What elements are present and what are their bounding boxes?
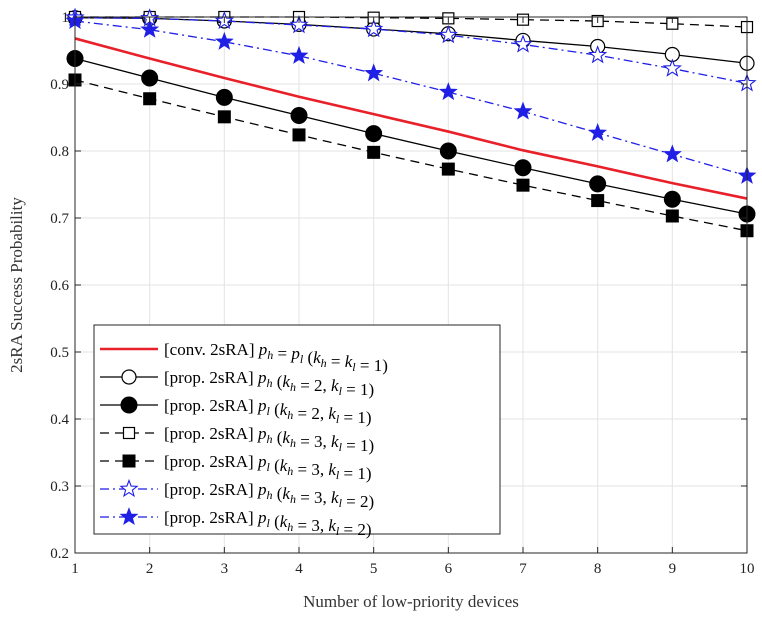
legend-label: [prop. 2sRA] pl (kh = 3, kl = 2) <box>164 508 372 539</box>
x-tick-label: 2 <box>146 561 154 577</box>
x-tick-label: 7 <box>519 561 527 577</box>
y-tick-label: 0.4 <box>50 412 69 428</box>
marker-star-open <box>438 25 458 44</box>
legend-item-prop-pl-21: [prop. 2sRA] pl (kh = 2, kl = 1) <box>100 396 372 427</box>
series-line-prop-ph-21 <box>74 17 748 64</box>
marker-circle-open <box>121 369 137 385</box>
series-conv <box>74 37 748 200</box>
marker-circle-filled <box>120 396 138 414</box>
x-axis-label: Number of low-priority devices <box>303 592 519 611</box>
marker-star-open <box>364 18 384 38</box>
legend-item-conv: [conv. 2sRA] ph = pl (kh = kl = 1) <box>100 340 388 375</box>
y-tick-label: 0.3 <box>50 479 69 495</box>
marker-star-filled <box>662 144 682 163</box>
marker-star-open <box>513 34 533 53</box>
marker-circle-filled <box>141 69 159 87</box>
legend-label: [prop. 2sRA] pl (kh = 3, kl = 1) <box>164 452 372 483</box>
marker-star-open <box>119 478 139 498</box>
marker-star-filled <box>119 507 139 526</box>
marker-star-filled <box>140 19 160 38</box>
legend-item-prop-ph-21: [prop. 2sRA] ph (kh = 2, kl = 1) <box>100 368 374 399</box>
y-tick-label: 0.6 <box>50 278 69 294</box>
series-line-prop-pl-32 <box>74 20 748 177</box>
axes <box>74 16 748 554</box>
y-tick-label: 1 <box>62 10 70 26</box>
x-tick-label: 9 <box>669 561 677 577</box>
marker-star-open <box>289 14 309 34</box>
legend-label: [conv. 2sRA] ph = pl (kh = kl = 1) <box>164 340 388 375</box>
marker-circle-filled <box>365 125 383 143</box>
y-axis-label: 2sRA Success Probability <box>7 197 26 373</box>
y-tick-label: 0.7 <box>50 211 69 227</box>
legend-label: [prop. 2sRA] ph (kh = 3, kl = 1) <box>164 424 374 455</box>
x-tick-label: 3 <box>221 561 229 577</box>
marker-star-open <box>588 45 608 64</box>
series-line-prop-pl-21 <box>74 57 748 215</box>
y-tick-label: 0.9 <box>50 77 69 93</box>
marker-square-filled <box>217 110 231 124</box>
marker-square-filled <box>367 145 381 159</box>
marker-star-open <box>662 58 682 77</box>
marker-circle-filled <box>439 142 457 160</box>
marker-circle-filled <box>663 190 681 208</box>
x-tick-label: 6 <box>445 561 453 577</box>
legend-item-prop-pl-31: [prop. 2sRA] pl (kh = 3, kl = 1) <box>100 452 372 483</box>
x-tick-label: 8 <box>594 561 602 577</box>
marker-square-filled <box>665 209 679 223</box>
series-line-prop-ph-32 <box>74 17 748 84</box>
marker-square-filled <box>143 92 157 106</box>
y-tick-label: 0.8 <box>50 144 69 160</box>
marker-circle-filled <box>514 159 532 177</box>
x-tick-label: 10 <box>740 561 755 577</box>
legend-box <box>93 324 501 535</box>
marker-star-filled <box>289 45 309 64</box>
x-tick-label: 1 <box>71 561 79 577</box>
legend-label: [prop. 2sRA] pl (kh = 2, kl = 1) <box>164 396 372 427</box>
series-prop-ph-32 <box>65 7 757 92</box>
series-layer <box>65 7 757 238</box>
marker-star-filled <box>438 82 458 101</box>
marker-square-filled <box>122 454 136 468</box>
legend-item-prop-ph-31: [prop. 2sRA] ph (kh = 3, kl = 1) <box>100 424 374 455</box>
y-tick-label: 0.2 <box>50 546 69 562</box>
marker-star-filled <box>214 31 234 50</box>
marker-circle-filled <box>589 175 607 193</box>
marker-star-filled <box>513 101 533 120</box>
marker-circle-filled <box>215 88 233 106</box>
marker-star-filled <box>364 63 384 82</box>
series-prop-pl-21 <box>66 50 756 223</box>
series-prop-pl-31 <box>68 73 754 238</box>
series-line-conv <box>74 37 748 200</box>
marker-star-filled <box>588 122 608 141</box>
marker-square-filled <box>292 128 306 142</box>
marker-square-filled <box>441 162 455 176</box>
marker-square-filled <box>591 194 605 208</box>
legend-label: [prop. 2sRA] ph (kh = 2, kl = 1) <box>164 368 374 399</box>
legend-item-prop-pl-32: [prop. 2sRA] pl (kh = 3, kl = 2) <box>100 507 372 539</box>
marker-square-filled <box>516 178 530 192</box>
x-tick-label: 5 <box>370 561 378 577</box>
marker-circle-filled <box>290 106 308 124</box>
x-tick-label: 4 <box>295 561 303 577</box>
marker-square-open <box>122 426 136 440</box>
legend: [conv. 2sRA] ph = pl (kh = kl = 1)[prop.… <box>93 324 501 539</box>
legend-item-prop-ph-32: [prop. 2sRA] ph (kh = 3, kl = 2) <box>100 478 374 511</box>
tick-labels: 1 2 3 4 5 6 7 8 9 10 0.2 0.3 0.4 0.5 0.6 0.7 0.8 0.9 1 <box>50 10 754 577</box>
y-tick-label: 0.5 <box>50 345 69 361</box>
series-line-prop-pl-31 <box>74 79 748 232</box>
legend-label: [prop. 2sRA] ph (kh = 3, kl = 2) <box>164 480 374 511</box>
